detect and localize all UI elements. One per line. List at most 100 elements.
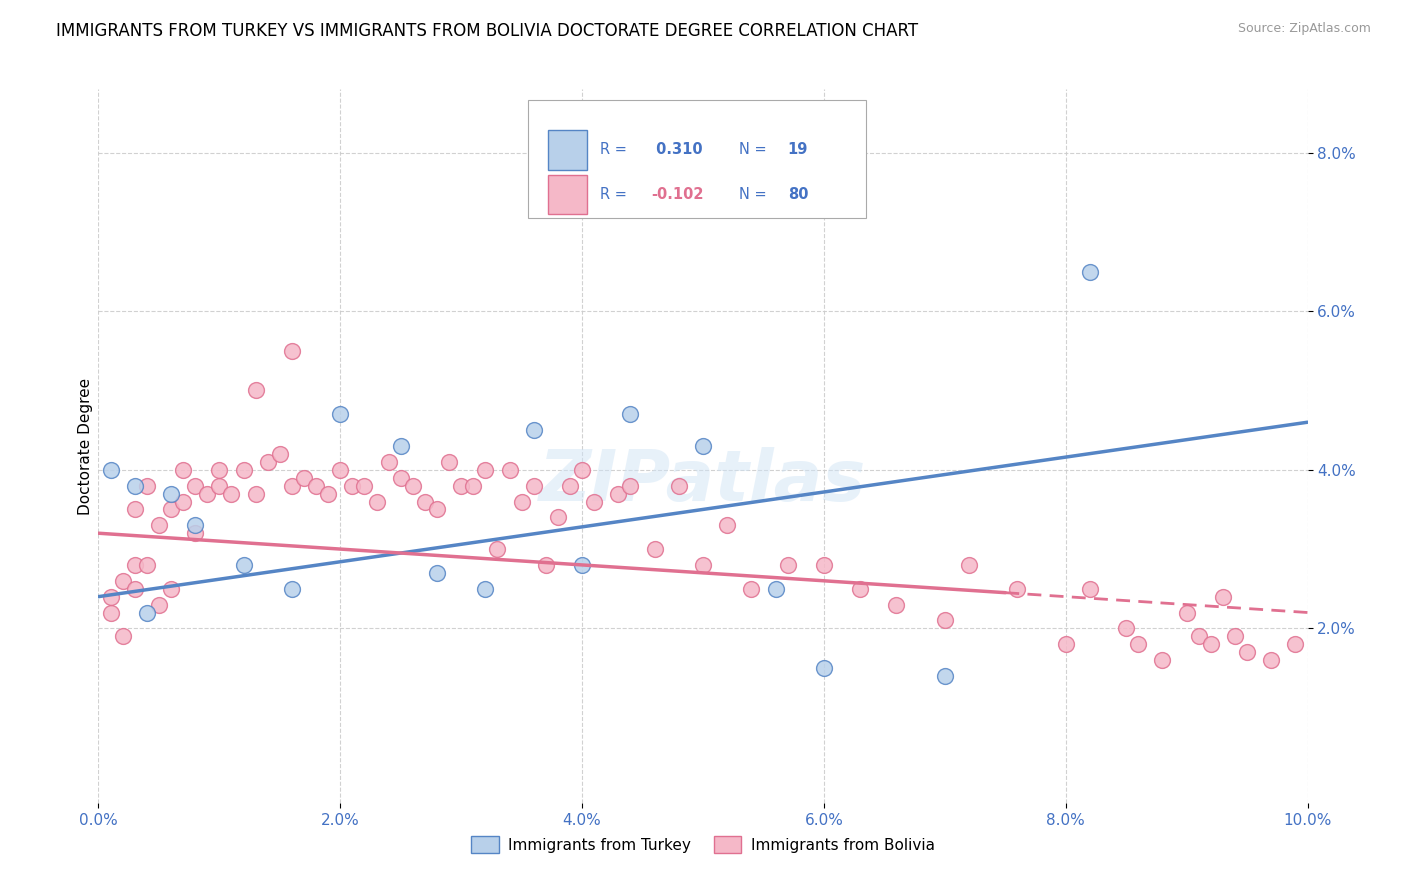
Point — [148, 518, 170, 533]
Point — [716, 518, 738, 533]
Point — [934, 669, 956, 683]
Point — [413, 494, 436, 508]
Point — [172, 463, 194, 477]
Text: ZIPatlas: ZIPatlas — [540, 447, 866, 516]
Point — [1115, 621, 1137, 635]
Text: 0.310: 0.310 — [651, 143, 703, 157]
Point — [184, 526, 207, 541]
Text: IMMIGRANTS FROM TURKEY VS IMMIGRANTS FROM BOLIVIA DOCTORATE DEGREE CORRELATION C: IMMIGRANTS FROM TURKEY VS IMMIGRANTS FRO… — [56, 22, 918, 40]
Point — [135, 478, 157, 492]
Point — [583, 494, 606, 508]
Point — [316, 486, 339, 500]
FancyBboxPatch shape — [548, 130, 586, 169]
Point — [474, 463, 496, 477]
Point — [619, 478, 641, 492]
Legend: Immigrants from Turkey, Immigrants from Bolivia: Immigrants from Turkey, Immigrants from … — [465, 830, 941, 859]
Point — [1199, 637, 1222, 651]
Point — [437, 455, 460, 469]
Text: R =: R = — [600, 143, 631, 157]
Point — [281, 478, 304, 492]
FancyBboxPatch shape — [548, 175, 586, 214]
Point — [111, 574, 134, 588]
Point — [813, 661, 835, 675]
Point — [607, 486, 630, 500]
Point — [305, 478, 328, 492]
Point — [523, 478, 546, 492]
Point — [486, 542, 509, 557]
Point — [1236, 645, 1258, 659]
Point — [498, 463, 520, 477]
Point — [160, 582, 183, 596]
Y-axis label: Doctorate Degree: Doctorate Degree — [77, 377, 93, 515]
Point — [534, 558, 557, 572]
Point — [571, 463, 593, 477]
Text: R =: R = — [600, 186, 631, 202]
Point — [510, 494, 533, 508]
Point — [1260, 653, 1282, 667]
Point — [619, 407, 641, 421]
Point — [450, 478, 472, 492]
Text: N =: N = — [740, 143, 772, 157]
Point — [281, 582, 304, 596]
Point — [366, 494, 388, 508]
Point — [135, 558, 157, 572]
Point — [776, 558, 799, 572]
Point — [849, 582, 872, 596]
Point — [245, 384, 267, 398]
Point — [377, 455, 399, 469]
Point — [100, 606, 122, 620]
Point — [934, 614, 956, 628]
Point — [558, 478, 581, 492]
Point — [184, 478, 207, 492]
Point — [571, 558, 593, 572]
Point — [1054, 637, 1077, 651]
Point — [668, 478, 690, 492]
Point — [232, 558, 254, 572]
Text: N =: N = — [740, 186, 772, 202]
Point — [292, 471, 315, 485]
Point — [160, 502, 183, 516]
Point — [353, 478, 375, 492]
Point — [160, 486, 183, 500]
Point — [402, 478, 425, 492]
Point — [135, 606, 157, 620]
Text: 19: 19 — [787, 143, 808, 157]
Point — [256, 455, 278, 469]
Point — [208, 478, 231, 492]
Point — [195, 486, 218, 500]
Point — [124, 582, 146, 596]
Point — [474, 582, 496, 596]
Point — [281, 343, 304, 358]
Point — [740, 582, 762, 596]
Point — [329, 407, 352, 421]
Point — [342, 478, 364, 492]
Point — [463, 478, 485, 492]
Point — [1284, 637, 1306, 651]
Point — [765, 582, 787, 596]
Point — [692, 439, 714, 453]
Point — [1078, 264, 1101, 278]
Text: -0.102: -0.102 — [651, 186, 703, 202]
FancyBboxPatch shape — [527, 100, 866, 218]
Point — [1078, 582, 1101, 596]
Point — [1128, 637, 1150, 651]
Point — [1007, 582, 1029, 596]
Point — [124, 558, 146, 572]
Point — [245, 486, 267, 500]
Point — [124, 502, 146, 516]
Point — [389, 471, 412, 485]
Point — [1175, 606, 1198, 620]
Point — [221, 486, 243, 500]
Point — [269, 447, 291, 461]
Point — [1152, 653, 1174, 667]
Point — [329, 463, 352, 477]
Point — [813, 558, 835, 572]
Point — [184, 518, 207, 533]
Point — [124, 478, 146, 492]
Point — [1223, 629, 1246, 643]
Point — [172, 494, 194, 508]
Point — [389, 439, 412, 453]
Point — [957, 558, 980, 572]
Text: 80: 80 — [787, 186, 808, 202]
Point — [426, 566, 449, 580]
